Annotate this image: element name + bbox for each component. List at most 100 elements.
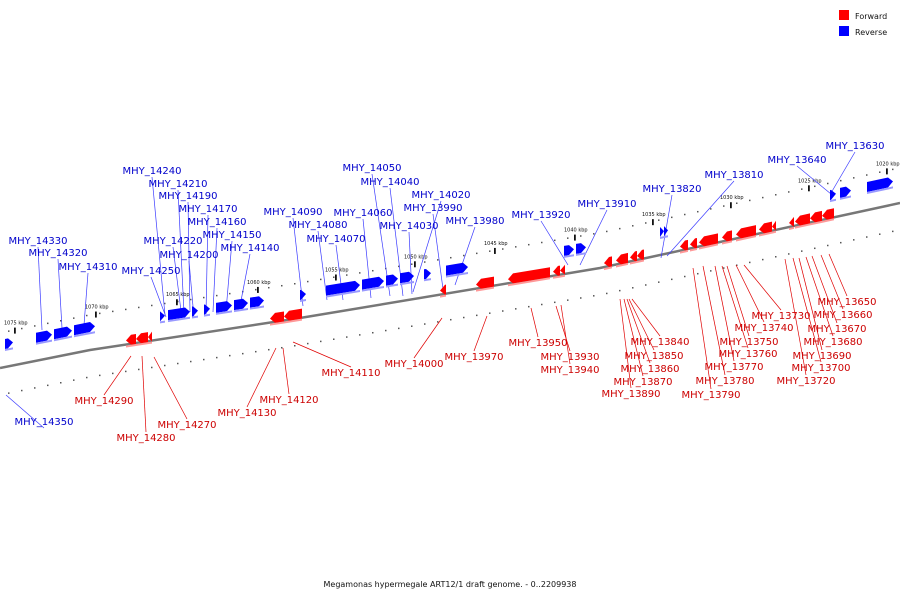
track-dot	[34, 325, 36, 327]
leader-line	[830, 151, 856, 194]
gene-label: MHY_14200	[159, 250, 218, 261]
gene-shadow	[810, 220, 822, 226]
reverse-gene-arrow	[326, 280, 360, 296]
track-dot	[697, 210, 699, 213]
kbp-tick-label: 1075 kbp	[4, 321, 28, 327]
track-dot	[268, 348, 270, 351]
gene-label: MHY_13670	[807, 324, 866, 335]
kbp-tick-label: 1045 kbp	[484, 241, 508, 247]
track-dot	[99, 374, 101, 377]
reverse-gene-arrow	[424, 268, 431, 280]
gene-shadow	[576, 252, 586, 256]
track-dot	[645, 284, 647, 286]
kbp-tick-label: 1060 kbp	[247, 280, 271, 286]
track-dot	[8, 330, 10, 332]
track-dot	[593, 233, 595, 235]
leader-line	[530, 307, 539, 338]
track-dot	[99, 312, 101, 315]
track-dot	[229, 292, 231, 295]
kbp-tick	[730, 202, 732, 209]
gene-shadow	[204, 313, 210, 317]
track-dot	[281, 284, 283, 287]
track-dot	[229, 354, 231, 357]
gene-shadow	[192, 315, 198, 319]
track-dot	[359, 272, 361, 274]
leader-line	[412, 200, 442, 293]
track-dot	[216, 294, 218, 297]
leader-line	[292, 341, 352, 368]
track-dot	[203, 358, 205, 361]
gene-shadow	[424, 278, 431, 282]
leader-line	[555, 305, 571, 352]
forward-gene-arrow	[126, 334, 136, 345]
legend-reverse-swatch	[839, 26, 849, 36]
gene-shadow	[564, 254, 574, 258]
gene-shadow	[664, 235, 668, 239]
track-dot	[398, 265, 400, 268]
gene-label: MHY_14220	[143, 236, 202, 247]
leader-line	[37, 246, 43, 331]
gene-label: MHY_13690	[792, 351, 851, 362]
track-dot	[450, 256, 452, 259]
gene-shadow	[160, 320, 165, 324]
gene-label: MHY_14240	[122, 166, 181, 177]
track-dot	[736, 264, 738, 266]
track-dot	[515, 308, 517, 310]
gene-label: MHY_13980	[445, 216, 504, 227]
kbp-tick-label: 1020 kbp	[876, 161, 900, 167]
leader-line	[626, 298, 651, 364]
track-dot	[307, 280, 309, 283]
track-dot	[437, 259, 439, 261]
track-dot	[450, 318, 452, 321]
track-dot	[424, 323, 426, 325]
leader-line	[828, 253, 848, 297]
forward-gene-arrow	[136, 332, 148, 344]
kbp-tick-label: 1025 kbp	[798, 178, 822, 184]
gene-shadow	[630, 260, 637, 265]
track-dot	[801, 188, 803, 190]
reverse-gene-arrow	[234, 298, 248, 311]
leader-line	[239, 253, 251, 307]
track-dot	[476, 252, 478, 255]
gene-label: MHY_14190	[158, 191, 217, 202]
legend: Forward Reverse	[839, 10, 887, 37]
gene-shadow	[772, 230, 776, 234]
gene-label: MHY_13850	[624, 351, 683, 362]
gene-shadow	[830, 198, 836, 203]
reverse-gene-arrow	[168, 307, 190, 321]
forward-gene-arrow	[822, 208, 834, 220]
leader-line	[820, 254, 844, 310]
track-dot	[879, 171, 881, 173]
track-dot	[489, 250, 491, 252]
gene-label: MHY_13640	[767, 155, 826, 166]
track-dot	[242, 352, 244, 355]
reverse-gene-arrow	[867, 177, 893, 193]
reverse-gene-arrow	[160, 311, 165, 322]
leader-line	[692, 267, 712, 390]
forward-genes	[126, 208, 834, 348]
leader-line	[57, 258, 63, 329]
gene-shadow	[553, 275, 560, 279]
leader-line	[432, 213, 444, 290]
track-dot	[86, 376, 88, 379]
reverse-gene-arrow	[216, 301, 232, 313]
track-dot	[385, 329, 387, 332]
forward-gene-arrow	[690, 237, 697, 249]
reverse-genes	[5, 177, 893, 351]
gene-shadow	[822, 218, 834, 223]
gene-label: MHY_13950	[508, 338, 567, 349]
gene-shadow	[216, 310, 232, 315]
gene-shadow	[5, 347, 13, 351]
leader-line	[811, 255, 838, 324]
track-dot	[411, 263, 413, 265]
gene-label: MHY_14060	[333, 208, 392, 219]
leader-line	[151, 176, 166, 316]
reverse-gene-arrow	[362, 276, 384, 290]
kbp-tick-label: 1050 kbp	[404, 254, 428, 260]
leader-line	[702, 265, 726, 376]
track-dot	[73, 317, 75, 319]
track-dot	[112, 310, 114, 313]
forward-gene-arrow	[270, 311, 284, 323]
track-dot	[437, 321, 439, 323]
forward-gene-arrow	[630, 250, 637, 262]
